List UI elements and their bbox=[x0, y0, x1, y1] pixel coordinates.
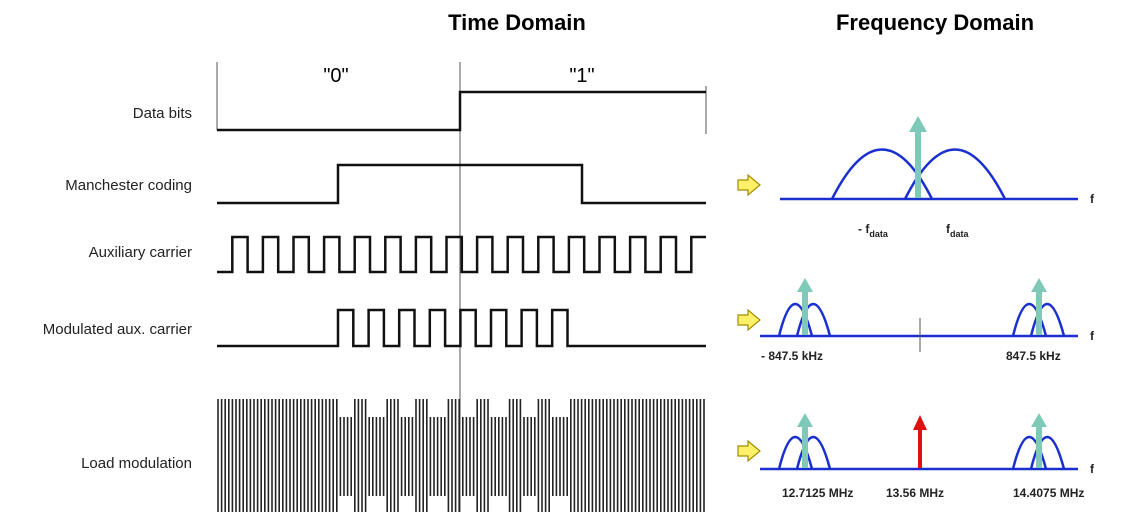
spectrum-subcarrier: f - 847.5 kHz 847.5 kHz bbox=[760, 278, 1095, 363]
row-label-data-bits: Data bits bbox=[133, 105, 192, 122]
row-label-load-modulation: Load modulation bbox=[81, 455, 192, 472]
main-carrier-arrow-icon bbox=[913, 415, 927, 468]
aux-carrier-waveform bbox=[217, 235, 706, 274]
row-label-manchester: Manchester coding bbox=[65, 177, 192, 194]
carrier-arrow-icon bbox=[909, 116, 927, 198]
sideband-left-lobe-a bbox=[777, 435, 814, 470]
sideband-left-lobe-b bbox=[795, 302, 832, 337]
sideband-left-arrow-icon bbox=[797, 413, 813, 468]
sideband-right-arrow-icon bbox=[1031, 278, 1047, 335]
sideband-right-lobe-a bbox=[1011, 302, 1048, 337]
time-domain-header: Time Domain bbox=[448, 10, 586, 35]
freq-axis-label: f bbox=[1090, 192, 1095, 206]
lower-sideband-freq-label: 12.7125 MHz bbox=[782, 486, 853, 500]
spectrum-load: f 12.7125 MHz 13.56 MHz 14.4075 MHz bbox=[760, 413, 1095, 500]
pointer-arrow-load bbox=[737, 439, 761, 463]
sideband-left-lobe-b bbox=[795, 435, 832, 470]
pointer-arrow-manchester bbox=[737, 173, 761, 197]
sideband-left-arrow-icon bbox=[797, 278, 813, 335]
freq-axis-label: f bbox=[1090, 329, 1095, 343]
carrier-freq-label: 13.56 MHz bbox=[886, 486, 944, 500]
bit-zero-label: "0" bbox=[323, 65, 348, 87]
pointer-arrow-subcarrier bbox=[737, 308, 761, 332]
sideband-right-arrow-icon bbox=[1031, 413, 1047, 468]
freq-axis-label: f bbox=[1090, 462, 1095, 476]
neg-fdata-label: - fdata bbox=[858, 222, 889, 239]
pos-subcarrier-label: 847.5 kHz bbox=[1006, 349, 1061, 363]
row-label-aux-carrier: Auxiliary carrier bbox=[89, 244, 192, 261]
spectrum-manchester: f - fdata fdata bbox=[780, 116, 1095, 239]
load-modulation-signal bbox=[217, 399, 705, 512]
sideband-right-lobe-a bbox=[1011, 435, 1048, 470]
modulated-aux-waveform bbox=[217, 308, 706, 348]
bit-one-label: "1" bbox=[569, 65, 594, 87]
neg-subcarrier-label: - 847.5 kHz bbox=[761, 349, 823, 363]
sideband-left-lobe-a bbox=[777, 302, 814, 337]
sideband-right-lobe-b bbox=[1029, 435, 1066, 470]
data-bits-waveform bbox=[217, 90, 706, 132]
frequency-domain-header: Frequency Domain bbox=[836, 10, 1034, 35]
upper-sideband-freq-label: 14.4075 MHz bbox=[1013, 486, 1084, 500]
manchester-waveform bbox=[217, 163, 706, 205]
row-label-modulated-aux: Modulated aux. carrier bbox=[43, 321, 192, 338]
sideband-right-lobe-b bbox=[1029, 302, 1066, 337]
pos-fdata-label: fdata bbox=[946, 222, 970, 239]
